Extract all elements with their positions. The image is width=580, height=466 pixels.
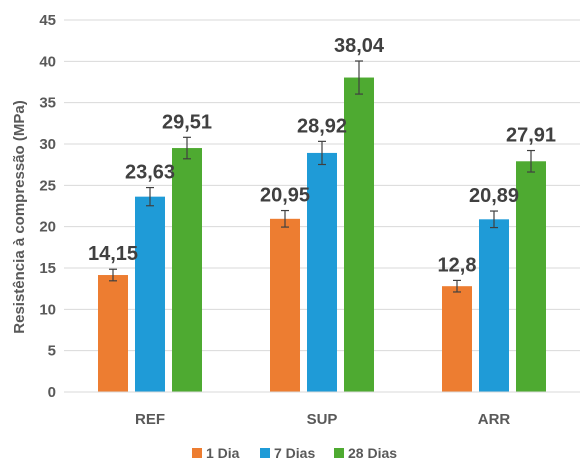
- legend-label: 7 Dias: [274, 445, 315, 461]
- legend-swatch: [260, 448, 270, 458]
- bar-arr-1: [442, 286, 472, 392]
- bar-ref-1: [98, 275, 128, 392]
- y-tick-label: 15: [39, 260, 56, 277]
- x-tick-label: REF: [135, 411, 165, 428]
- legend-swatch: [334, 448, 344, 458]
- bar-sup-3: [344, 77, 374, 392]
- x-tick-label: ARR: [478, 411, 511, 428]
- y-tick-label: 0: [48, 384, 56, 401]
- bar-ref-3: [172, 148, 202, 392]
- data-label: 28,92: [297, 115, 347, 137]
- y-axis-label: Resistência à compressão (MPa): [11, 100, 28, 333]
- data-label: 29,51: [162, 111, 212, 133]
- bar-sup-2: [307, 152, 337, 392]
- category-labels: REF SUP ARR: [135, 411, 510, 428]
- data-label: 23,63: [125, 162, 175, 184]
- y-axis-ticks: 0 5 10 15 20 25 30 35 40 45: [39, 12, 56, 401]
- bar-ref-2: [135, 196, 165, 392]
- bar-sup-1: [270, 218, 300, 392]
- legend-swatch: [192, 448, 202, 458]
- data-label: 38,04: [334, 35, 385, 57]
- y-tick-label: 30: [39, 136, 56, 153]
- data-labels: 14,15 23,63 29,51 20,95 28,92 38,04 12,8 20,89 2…: [88, 35, 556, 276]
- y-tick-label: 40: [39, 53, 56, 70]
- y-tick-label: 5: [48, 343, 56, 360]
- x-tick-label: SUP: [307, 411, 338, 428]
- legend-label: 1 Dia: [206, 445, 240, 461]
- data-label: 20,95: [260, 185, 310, 207]
- error-bars: [109, 60, 535, 293]
- y-tick-label: 20: [39, 219, 56, 236]
- y-tick-label: 10: [39, 301, 56, 318]
- legend: 1 Dia 7 Dias 28 Dias: [192, 445, 397, 461]
- data-label: 20,89: [469, 185, 519, 207]
- y-tick-label: 35: [39, 95, 56, 112]
- bar-arr-3: [516, 161, 546, 392]
- legend-label: 28 Dias: [348, 445, 397, 461]
- y-tick-label: 25: [39, 177, 56, 194]
- y-tick-label: 45: [39, 12, 56, 29]
- data-label: 14,15: [88, 243, 138, 265]
- bars: [98, 77, 546, 392]
- data-label: 12,8: [438, 254, 477, 276]
- data-label: 27,91: [506, 125, 556, 147]
- bar-arr-2: [479, 219, 509, 392]
